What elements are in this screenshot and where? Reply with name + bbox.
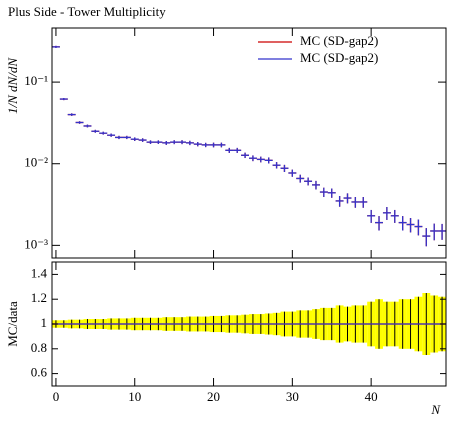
x-tick-label: 40: [365, 389, 378, 404]
x-axis-label: N: [430, 402, 441, 417]
x-tick-label: 0: [53, 389, 60, 404]
x-tick-label: 30: [286, 389, 299, 404]
ratio-tick-label: 1.4: [31, 265, 48, 280]
legend-label: MC (SD-gap2): [300, 33, 378, 48]
y-tick-label: 10⁻³: [24, 236, 48, 251]
ratio-axis-label: MC/data: [5, 301, 20, 347]
legend-label: MC (SD-gap2): [300, 50, 378, 65]
ratio-tick-label: 0.6: [31, 365, 48, 380]
y-axis-label: 1/N dN/dN: [5, 57, 20, 114]
y-tick-label: 10⁻¹: [24, 73, 48, 88]
plot-frame: [51, 27, 447, 259]
ratio-tick-label: 1.2: [31, 290, 47, 305]
x-tick-label: 10: [128, 389, 141, 404]
y-tick-label: 10⁻²: [24, 155, 48, 170]
chart-title: Plus Side - Tower Multiplicity: [8, 4, 166, 19]
ratio-tick-label: 1: [41, 315, 48, 330]
ratio-tick-label: 0.8: [31, 340, 47, 355]
x-tick-label: 20: [207, 389, 220, 404]
